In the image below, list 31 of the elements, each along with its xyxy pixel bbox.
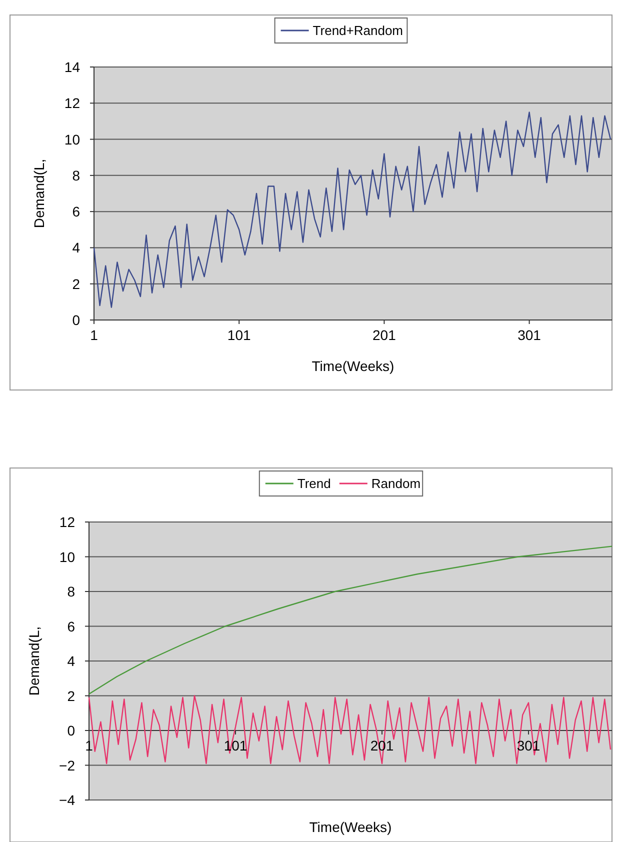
y-tick-label: 6 (67, 618, 76, 634)
x-tick-label: 301 (518, 327, 542, 343)
y-tick-label: 10 (59, 548, 76, 565)
y-tick-label: 14 (64, 59, 80, 75)
line-series (93, 112, 612, 308)
y-tick-label: 2 (67, 688, 76, 704)
y-tick-label: 2 (72, 276, 80, 292)
x-tick-label: 201 (372, 327, 396, 343)
y-tick-label: 8 (72, 167, 80, 184)
x-axis-title: Time(Weeks) (309, 819, 392, 835)
legend-label: Trend+Random (312, 23, 404, 38)
y-tick-label: −2 (59, 757, 76, 774)
x-axis-title: Time(Weeks) (312, 358, 394, 374)
y-tick-label: 10 (64, 131, 80, 148)
line-series (88, 695, 612, 764)
legend-label: Trend (297, 476, 331, 491)
y-tick-label: 8 (67, 584, 76, 600)
y-tick-label: 12 (64, 95, 80, 112)
y-tick-label: 12 (59, 514, 76, 530)
y-tick-label: 6 (72, 204, 80, 220)
y-tick-label: 4 (67, 653, 76, 669)
y-tick-label: 4 (72, 240, 80, 256)
y-tick-label: −4 (59, 792, 76, 808)
legend-label: Random (371, 476, 421, 491)
x-tick-label: 1 (90, 327, 98, 343)
y-tick-label: 0 (67, 722, 76, 738)
y-axis-title: Demand(L, (26, 626, 42, 696)
y-tick-label: 0 (72, 312, 80, 328)
x-tick-label: 101 (227, 327, 251, 343)
y-axis-title: Demand(L, (31, 158, 47, 228)
line-series (88, 546, 613, 695)
